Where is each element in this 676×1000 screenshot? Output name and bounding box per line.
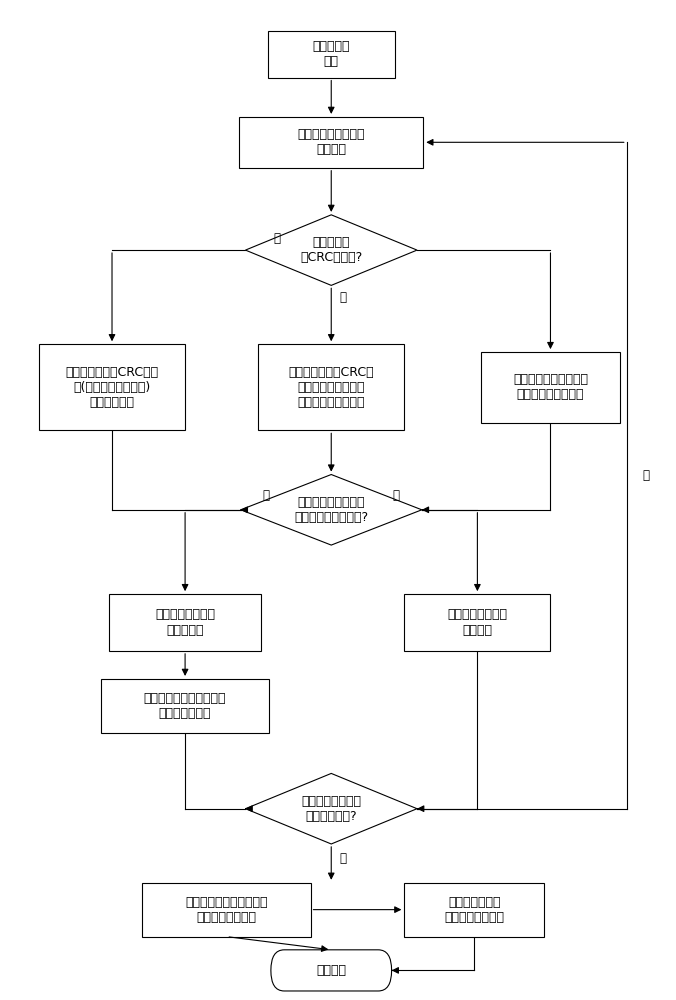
FancyBboxPatch shape bbox=[404, 594, 550, 651]
Text: 否: 否 bbox=[262, 489, 270, 502]
Text: 提取压缩文件的CRC校验
码(或与文件长度一起)
作为文件签名: 提取压缩文件的CRC校验 码(或与文件长度一起) 作为文件签名 bbox=[66, 366, 159, 409]
Text: 查询文件签名库是否
存在相同的文件签名?: 查询文件签名库是否 存在相同的文件签名? bbox=[294, 496, 368, 524]
FancyBboxPatch shape bbox=[109, 594, 262, 651]
FancyBboxPatch shape bbox=[101, 679, 269, 733]
Text: 读取压缩包
文件: 读取压缩包 文件 bbox=[312, 40, 350, 68]
Text: 将该压缩文件的文件签名
写入文件签名库: 将该压缩文件的文件签名 写入文件签名库 bbox=[144, 692, 226, 720]
Text: 标记该压缩文件为
重复文件: 标记该压缩文件为 重复文件 bbox=[448, 608, 508, 637]
Text: 查看压缩包里的一个
压缩文件: 查看压缩包里的一个 压缩文件 bbox=[297, 128, 365, 156]
Text: 标记该压缩文件为
非重复文件: 标记该压缩文件为 非重复文件 bbox=[155, 608, 215, 637]
Text: 去重结束: 去重结束 bbox=[316, 964, 346, 977]
Polygon shape bbox=[241, 475, 422, 545]
FancyBboxPatch shape bbox=[39, 344, 185, 430]
Text: 压缩文件存
在CRC校验码?: 压缩文件存 在CRC校验码? bbox=[300, 236, 362, 264]
FancyBboxPatch shape bbox=[404, 883, 544, 937]
FancyBboxPatch shape bbox=[142, 883, 310, 937]
Text: 否: 否 bbox=[339, 852, 346, 865]
Text: 计算压缩文件的CRC校
验码（或与文件长度
一起）作为文件签名: 计算压缩文件的CRC校 验码（或与文件长度 一起）作为文件签名 bbox=[289, 366, 374, 409]
Text: 否: 否 bbox=[339, 291, 346, 304]
Text: 重新构建压缩包和压缩包
谱，去掉重复文件: 重新构建压缩包和压缩包 谱，去掉重复文件 bbox=[185, 896, 268, 924]
Text: 采用哈希算法计算文件
哈希值作为文件签名: 采用哈希算法计算文件 哈希值作为文件签名 bbox=[513, 373, 588, 401]
FancyBboxPatch shape bbox=[239, 117, 423, 168]
FancyBboxPatch shape bbox=[258, 344, 404, 430]
FancyBboxPatch shape bbox=[271, 950, 391, 991]
Text: 是: 是 bbox=[274, 232, 281, 245]
Polygon shape bbox=[245, 773, 417, 844]
Text: 是: 是 bbox=[643, 469, 650, 482]
Text: 进入系统已有的
重复数据删除模块: 进入系统已有的 重复数据删除模块 bbox=[444, 896, 504, 924]
Text: 是: 是 bbox=[393, 489, 400, 502]
FancyBboxPatch shape bbox=[268, 31, 395, 78]
Polygon shape bbox=[245, 215, 417, 285]
FancyBboxPatch shape bbox=[481, 352, 621, 423]
Text: 压缩包里还有未查
看的压缩文件?: 压缩包里还有未查 看的压缩文件? bbox=[301, 795, 361, 823]
